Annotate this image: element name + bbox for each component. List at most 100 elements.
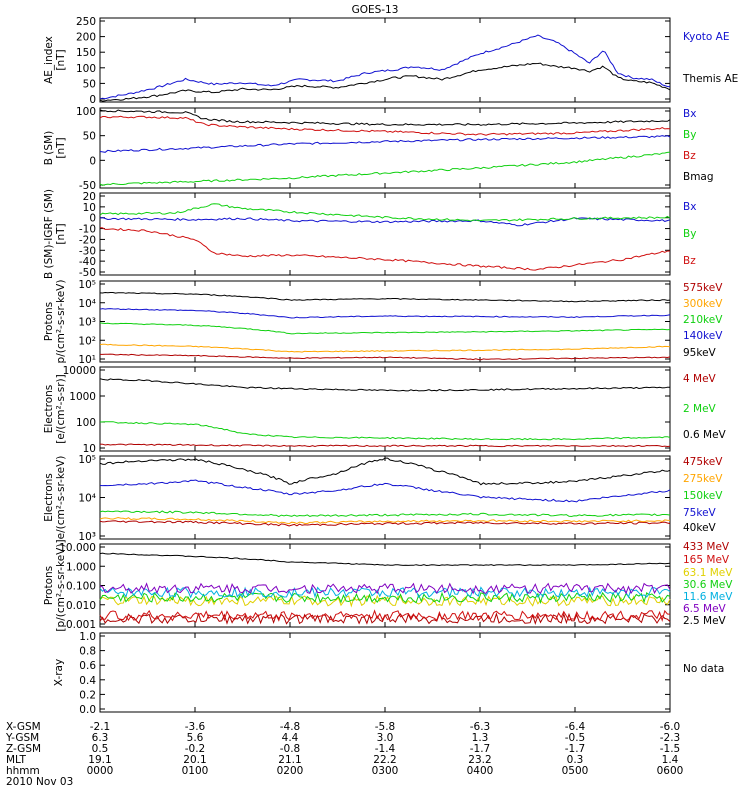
x-axis-value: 21.1 — [278, 754, 301, 766]
y-tick-label: 0.2 — [79, 689, 96, 701]
x-axis-value: 1.4 — [662, 754, 679, 766]
series-line-0-6-mev — [99, 378, 671, 392]
x-axis-row-label: hhmm — [6, 765, 40, 777]
series-line-bz — [99, 227, 671, 271]
x-axis-value: 3.0 — [377, 732, 394, 744]
x-axis-value: -0.5 — [565, 732, 586, 744]
legend-entry: 40keV — [683, 522, 717, 534]
x-axis-value: -6.0 — [660, 721, 681, 733]
legend-entry: By — [683, 129, 696, 141]
x-axis-value: -0.2 — [185, 743, 206, 755]
y-tick-label: 100 — [76, 63, 96, 75]
x-axis-value: -2.1 — [90, 721, 111, 733]
x-axis-value: -0.8 — [280, 743, 301, 755]
legend-entry: 63.1 MeV — [683, 567, 733, 579]
legend-entry: 2.5 MeV — [683, 615, 727, 627]
x-axis-value: -1.7 — [470, 743, 491, 755]
y-axis-label: AE_index — [43, 36, 55, 84]
y-tick-label: 10³ — [78, 531, 96, 543]
y-tick-label: 0.4 — [79, 675, 96, 687]
series-line-themis-ae — [99, 62, 671, 102]
y-tick-label: 1.000 — [66, 561, 96, 573]
x-axis-value: 0.3 — [567, 754, 584, 766]
y-tick-label: 0.8 — [79, 646, 96, 658]
series-line-4-mev — [99, 443, 671, 448]
y-axis-label: Electrons — [43, 385, 55, 434]
y-tick-label: -50 — [79, 267, 96, 279]
legend-entry: 95keV — [683, 347, 717, 359]
y-tick-label: 0.6 — [79, 660, 96, 672]
x-axis-row-label: Z-GSM — [6, 743, 41, 755]
legend-entry: Bx — [683, 201, 696, 213]
legend-entry: 75keV — [683, 507, 717, 519]
y-axis-label: X-ray — [53, 659, 65, 686]
legend-entry: 4 MeV — [683, 373, 717, 385]
series-line-275kev — [99, 516, 671, 525]
legend-entry: 300keV — [683, 298, 723, 310]
y-axis-label: Protons — [43, 566, 55, 605]
x-axis-value: -6.3 — [470, 721, 491, 733]
y-axis-label: [p/(cm²-s-sr-keV)] — [55, 539, 67, 631]
series-line-300kev — [99, 343, 671, 353]
x-axis-value: 5.6 — [187, 732, 204, 744]
x-axis-value: 0100 — [182, 765, 209, 777]
panel-6: 10⁵ 10⁴ 10³ Electrons e/(cm²-s-sr-keV) 475keV… — [43, 454, 723, 543]
y-tick-label: -10 — [79, 224, 96, 236]
y-axis-label: B (SM)-IGRF (SM) — [43, 189, 55, 279]
y-tick-label: 0 — [89, 155, 96, 167]
series-line-30-6-mev — [99, 591, 671, 605]
y-tick-label: 10³ — [78, 317, 96, 329]
y-axis-label: [nT] — [55, 137, 67, 158]
series-line-95kev — [99, 291, 671, 303]
legend-entry: 0.6 MeV — [683, 429, 727, 441]
legend-entry: 30.6 MeV — [683, 579, 733, 591]
series-line-by — [99, 203, 671, 222]
y-tick-label: -20 — [79, 234, 96, 246]
x-axis-value: 0400 — [467, 765, 494, 777]
legend-entry: 275keV — [683, 473, 723, 485]
y-axis-label: p/(cm²-s-sr-keV) — [55, 280, 67, 364]
y-tick-label: 200 — [76, 32, 96, 44]
y-tick-label: -40 — [79, 256, 96, 268]
panel-frame — [99, 192, 671, 276]
series-line-kyoto-ae — [99, 34, 671, 100]
panel-4: 10⁵ 10⁴ 10³ 10² 10¹ Protons p/(cm²-s-sr-keV) 57… — [43, 279, 723, 366]
y-axis-label: [nT] — [55, 223, 67, 244]
x-axis-value: 0200 — [277, 765, 304, 777]
x-axis-row-label: Y-GSM — [5, 732, 39, 744]
x-axis-value: 22.2 — [373, 754, 396, 766]
legend-entry: 165 MeV — [683, 554, 730, 566]
x-axis-value: -4.8 — [280, 721, 301, 733]
panel-5: 10000 1000 100 10 Electrons [e/(cm²-s-sr)] 4 M… — [43, 365, 727, 455]
y-tick-label: 250 — [76, 16, 96, 28]
y-tick-label: 10¹ — [78, 354, 96, 366]
series-line-by — [99, 151, 671, 186]
y-tick-label: 10000 — [63, 365, 96, 377]
legend-entry: 433 MeV — [683, 541, 730, 553]
legend-entry: No data — [683, 663, 724, 675]
panel-frame — [99, 632, 671, 713]
series-line-165-mev — [99, 609, 671, 623]
x-axis-value: 6.3 — [92, 732, 109, 744]
y-tick-label: 50 — [83, 78, 96, 90]
legend-entry: 11.6 MeV — [683, 591, 733, 603]
y-tick-label: 0 — [89, 213, 96, 225]
y-axis-label: [e/(cm²-s-sr)] — [55, 374, 67, 443]
legend-entry: Bz — [683, 255, 696, 267]
series-line-40kev — [99, 457, 671, 486]
y-tick-label: 10² — [78, 335, 96, 347]
y-tick-label: 50 — [83, 131, 96, 143]
x-axis-value: 20.1 — [183, 754, 206, 766]
series-line-150kev — [99, 510, 671, 518]
series-line-2-mev — [99, 421, 671, 441]
panel-1: 250 200 150 100 50 0 AE_index [nT] Kyoto AE Themi… — [43, 16, 738, 106]
y-tick-label: 1.0 — [79, 631, 96, 643]
legend-entry: By — [683, 228, 696, 240]
y-tick-label: 10 — [83, 443, 96, 455]
y-tick-label: 0 — [89, 94, 96, 106]
x-axis-value: 0500 — [562, 765, 589, 777]
x-axis-row-label: X-GSM — [6, 721, 41, 733]
